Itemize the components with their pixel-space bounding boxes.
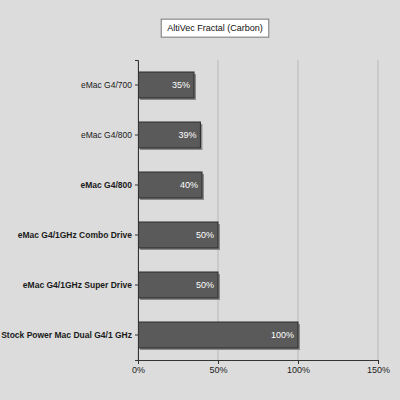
tick-label: Stock Power Mac Dual G4/1 GHz — [1, 330, 132, 340]
tick-mark — [135, 185, 138, 186]
tick-mark — [135, 85, 138, 86]
tick: eMac G4/800 — [81, 130, 138, 140]
tick: 100% — [287, 360, 310, 375]
tick-label: 100% — [287, 365, 310, 375]
tick: eMac G4/1GHz Combo Drive — [18, 230, 138, 240]
y-axis: eMac G4/700 eMac G4/800 eMac G4/800 eMac G4… — [1, 61, 138, 361]
grid-line — [298, 60, 299, 360]
data-label: 35% — [172, 80, 190, 90]
tick-mark — [135, 135, 138, 136]
tick: 150% — [367, 360, 390, 375]
tick-label: eMac G4/1GHz Super Drive — [23, 280, 132, 290]
axis-line — [135, 61, 139, 361]
data-label: 39% — [178, 130, 196, 140]
bar — [138, 122, 200, 148]
tick: eMac G4/1GHz Super Drive — [23, 280, 138, 290]
bar — [138, 172, 202, 198]
tick-mark — [135, 335, 138, 336]
tick-label: 50% — [209, 365, 227, 375]
data-label: 50% — [196, 280, 214, 290]
data-label: 50% — [196, 230, 214, 240]
tick-mark — [135, 235, 138, 236]
data-label: 100% — [271, 330, 294, 340]
chart: 35% 39% 40% 50% 50% 100% 0% 50% 100% 150% eMac G4/… — [0, 0, 400, 400]
tick-label: eMac G4/1GHz Combo Drive — [18, 230, 133, 240]
tick-label: eMac G4/800 — [81, 130, 132, 140]
tick: eMac G4/700 — [81, 80, 138, 90]
bar — [138, 322, 298, 348]
tick-mark — [218, 360, 219, 364]
bars — [138, 72, 300, 350]
tick: 50% — [209, 360, 227, 375]
data-label: 40% — [180, 180, 198, 190]
tick-label: 0% — [132, 365, 145, 375]
tick: Stock Power Mac Dual G4/1 GHz — [1, 330, 138, 340]
tick-mark — [298, 360, 299, 364]
grid — [138, 60, 378, 360]
title-frame — [161, 19, 269, 37]
x-axis: 0% 50% 100% 150% — [132, 360, 390, 375]
tick-label: eMac G4/700 — [81, 80, 132, 90]
tick-mark — [135, 285, 138, 286]
tick-mark — [378, 360, 379, 364]
grid-line — [378, 60, 379, 360]
tick-label: 150% — [367, 365, 390, 375]
bar — [138, 72, 194, 98]
tick: eMac G4/800 — [80, 180, 138, 190]
axis-line — [139, 361, 379, 365]
title-box: AltiVec Fractal (Carbon) — [161, 19, 269, 37]
title: AltiVec Fractal (Carbon) — [167, 23, 263, 33]
data-labels: 35% 39% 40% 50% 50% 100% — [172, 80, 294, 340]
tick-label: eMac G4/800 — [80, 180, 132, 190]
background — [0, 0, 400, 400]
tick: 0% — [132, 360, 145, 375]
bar — [138, 272, 218, 298]
grid-line — [218, 60, 219, 360]
bar — [138, 222, 218, 248]
